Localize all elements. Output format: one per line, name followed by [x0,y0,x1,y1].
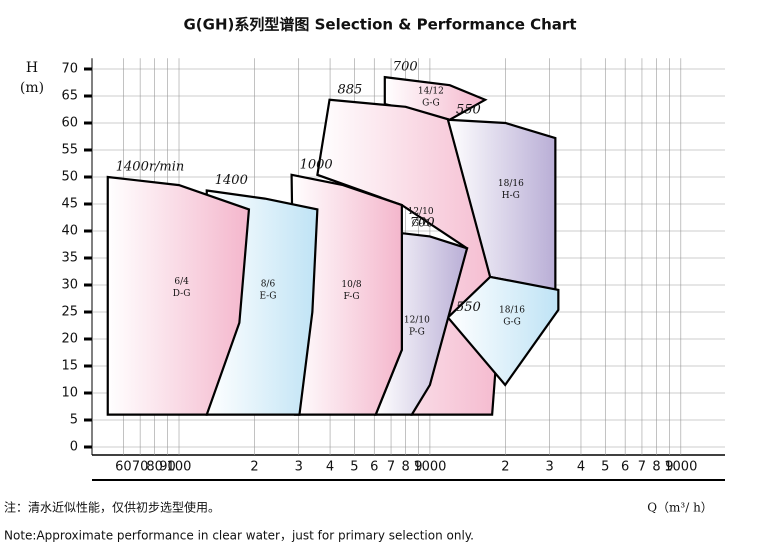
speed-label: 1000 [300,157,333,172]
zone-name: 18/16 [499,305,525,315]
y-tick-label: 65 [61,89,78,104]
speed-label: 885 [338,82,363,97]
speed-label: 1400 [215,173,248,188]
zone-name: 18/16 [498,179,524,189]
speed-label: 550 [456,300,481,315]
y-tick-label: 55 [61,143,78,158]
x-tick-label: 60 [115,460,132,475]
x-tick-label: 7 [387,460,395,475]
y-tick-label: 10 [61,386,78,401]
x-tick-label: 8 [652,460,660,475]
zone-name: 10/8 [341,280,361,290]
x-tick-label: 5 [601,460,609,475]
y-tick-label: 25 [61,305,78,320]
speed-label: 550 [456,102,481,117]
zone-name: 12/10 [408,207,434,217]
zone-code: D-G [173,289,191,299]
note: 注：清水近似性能，仅供初步选型使用。 [4,500,220,515]
zone-code: H-G [502,191,520,201]
zone [106,175,251,416]
zone [446,275,560,387]
zone-code: G-G [422,99,440,109]
x-tick-label: 3 [295,460,303,475]
y-tick-label: 5 [70,413,78,428]
note: Note:Approximate performance in clear wa… [4,529,474,543]
zone-name: 8/6 [261,279,276,289]
x-tick-label: 5 [350,460,358,475]
zone-code: G-G [412,219,430,229]
x-tick-label: 9 [665,460,673,475]
y-tick-label: 70 [61,62,78,77]
x-tick-label: 6 [370,460,378,475]
x-tick-label: 100 [167,460,192,475]
x-tick-label: 2 [501,460,509,475]
x-tick-label: 2 [250,460,258,475]
x-axis-label: Q（m³/ h） [647,501,713,515]
x-tick-label: 8 [401,460,409,475]
speed-label: 700 [410,216,435,231]
x-tick-label: 1000 [413,460,446,475]
zone-code: F-G [343,292,359,302]
zone-code: P-G [409,327,425,337]
y-axis-label: H [26,60,38,76]
x-tick-label: 6 [621,460,629,475]
x-tick-label: 90 [159,460,176,475]
x-tick-label: 70 [132,460,149,475]
y-tick-label: 35 [61,251,78,266]
y-axis-unit: (m) [20,80,44,96]
x-tick-label: 1000 [664,460,697,475]
y-tick-label: 30 [61,278,78,293]
zone-code: E-G [259,291,276,301]
y-tick-label: 0 [70,440,78,455]
zone-name: 12/10 [404,315,430,325]
x-tick-label: 80 [146,460,163,475]
y-tick-label: 60 [61,116,78,131]
chart-title: G(GH)系列型谱图 Selection & Performance Chart [183,16,576,34]
y-tick-label: 15 [61,359,78,374]
zone-name: 6/4 [174,277,189,287]
y-tick-label: 20 [61,332,78,347]
x-tick-label: 9 [414,460,422,475]
speed-label: 1400r/min [116,160,185,175]
x-tick-label: 4 [326,460,334,475]
zone-code: G-G [503,317,521,327]
y-tick-label: 45 [61,197,78,212]
x-tick-label: 4 [577,460,585,475]
y-tick-label: 50 [61,170,78,185]
y-tick-label: 40 [61,224,78,239]
zone [446,118,557,292]
x-tick-label: 7 [638,460,646,475]
zone-name: 14/12 [418,87,444,97]
x-tick-label: 3 [545,460,553,475]
speed-label: 700 [393,60,418,75]
